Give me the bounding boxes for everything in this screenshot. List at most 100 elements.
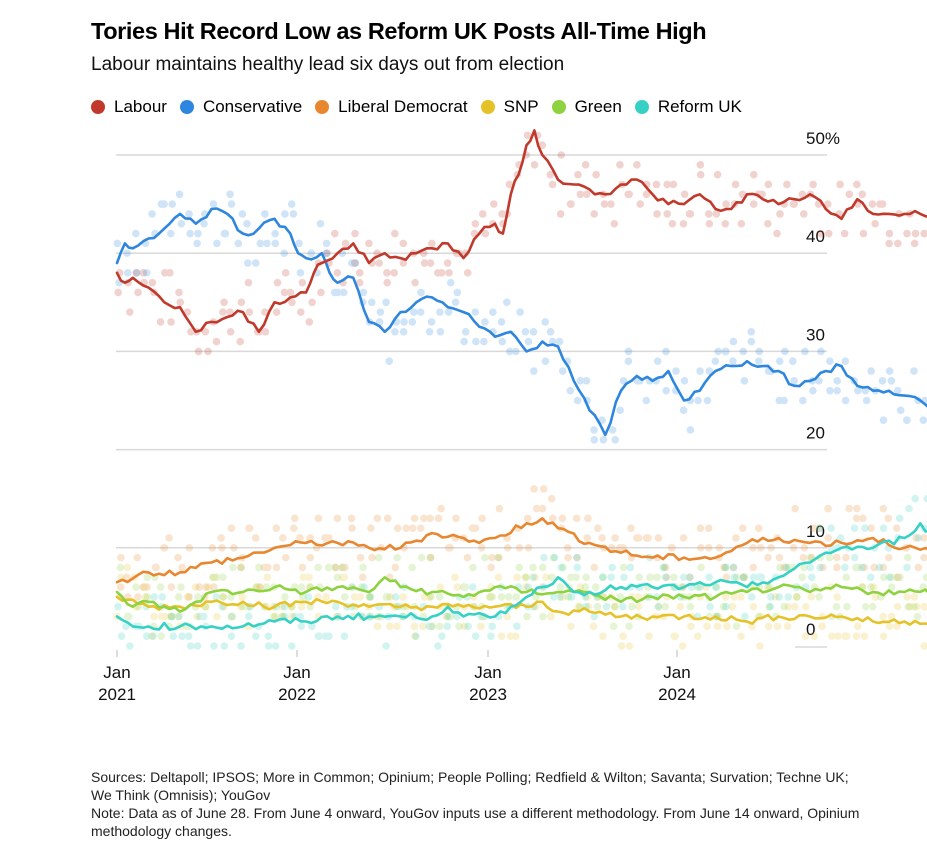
poll-dot bbox=[477, 544, 486, 552]
poll-dot bbox=[841, 396, 850, 405]
poll-dot bbox=[721, 593, 730, 601]
poll-dot bbox=[852, 563, 860, 572]
poll-dot bbox=[903, 593, 912, 601]
poll-dot bbox=[748, 622, 756, 631]
poll-dot bbox=[185, 593, 193, 601]
poll-dot bbox=[296, 269, 305, 277]
poll-dot bbox=[867, 583, 875, 591]
poll-dot bbox=[711, 583, 720, 591]
legend-label: SNP bbox=[503, 97, 539, 116]
poll-dot bbox=[592, 170, 600, 179]
poll-dot bbox=[731, 180, 740, 189]
poll-dot bbox=[461, 327, 470, 336]
poll-dot bbox=[755, 573, 764, 582]
poll-dot bbox=[260, 563, 269, 572]
poll-dot bbox=[547, 494, 556, 503]
poll-dot bbox=[790, 200, 798, 208]
poll-dot bbox=[281, 593, 289, 601]
poll-dot bbox=[903, 416, 911, 424]
poll-dot bbox=[376, 308, 385, 316]
poll-dot bbox=[226, 190, 234, 199]
poll-dot bbox=[593, 602, 602, 611]
poll-dot bbox=[495, 553, 503, 562]
poll-dot bbox=[763, 583, 772, 591]
poll-dot bbox=[661, 573, 670, 582]
poll-dot bbox=[832, 602, 841, 611]
poll-dot bbox=[722, 573, 731, 582]
poll-dot bbox=[737, 632, 745, 640]
poll-dot bbox=[279, 534, 287, 542]
poll-dot bbox=[576, 190, 585, 199]
poll-dot bbox=[264, 642, 273, 650]
poll-dot bbox=[737, 219, 746, 228]
legend-label: Green bbox=[574, 97, 622, 116]
poll-dot bbox=[443, 622, 451, 631]
y-tick-label: 20 bbox=[806, 424, 825, 443]
poll-dot bbox=[489, 308, 497, 316]
poll-dot bbox=[549, 553, 558, 562]
poll-dot bbox=[801, 632, 810, 640]
poll-dot bbox=[906, 602, 914, 611]
poll-dot bbox=[175, 288, 183, 297]
poll-dot bbox=[876, 200, 884, 208]
poll-dot bbox=[256, 239, 265, 248]
poll-dot bbox=[590, 435, 599, 444]
poll-dot bbox=[715, 544, 724, 552]
poll-dot bbox=[287, 200, 296, 208]
poll-dot bbox=[390, 269, 399, 277]
poll-dot bbox=[564, 593, 573, 601]
poll-dot bbox=[252, 632, 260, 640]
poll-dot bbox=[697, 544, 705, 552]
poll-dot bbox=[392, 593, 400, 601]
poll-dot bbox=[338, 563, 347, 572]
poll-dot bbox=[572, 573, 580, 582]
poll-dot bbox=[642, 396, 651, 405]
poll-dot bbox=[243, 219, 251, 228]
poll-dot bbox=[178, 632, 186, 640]
poll-dot bbox=[374, 553, 383, 562]
poll-dots-conservative bbox=[113, 190, 927, 444]
poll-dot bbox=[816, 563, 824, 572]
poll-dot bbox=[323, 249, 331, 257]
poll-dot bbox=[755, 357, 763, 366]
poll-dot bbox=[427, 318, 436, 326]
x-tick-label-year: 2021 bbox=[98, 685, 136, 704]
poll-dot bbox=[911, 229, 920, 238]
poll-dot bbox=[618, 602, 627, 611]
poll-dot bbox=[306, 553, 315, 562]
poll-dot bbox=[218, 593, 227, 601]
poll-dots bbox=[113, 131, 927, 650]
poll-dot bbox=[331, 602, 340, 611]
poll-dot bbox=[892, 524, 901, 532]
poll-dot bbox=[859, 229, 868, 238]
poll-dot bbox=[142, 269, 151, 277]
poll-dot bbox=[680, 190, 689, 199]
poll-dot bbox=[611, 602, 619, 611]
poll-dot bbox=[399, 239, 408, 248]
poll-dot bbox=[793, 593, 801, 601]
poll-dot bbox=[756, 642, 764, 650]
poll-dot bbox=[143, 593, 152, 601]
poll-dot bbox=[712, 583, 721, 591]
poll-dot bbox=[427, 593, 435, 601]
poll-dot bbox=[506, 632, 515, 640]
poll-dot bbox=[522, 583, 530, 591]
poll-dot bbox=[359, 563, 367, 572]
poll-dot bbox=[195, 612, 204, 621]
poll-dot bbox=[139, 269, 148, 277]
chart-subtitle: Labour maintains healthy lead six days o… bbox=[91, 54, 565, 75]
poll-dot bbox=[766, 602, 775, 611]
poll-dot bbox=[739, 573, 748, 582]
poll-dot bbox=[218, 544, 226, 552]
poll-dot bbox=[775, 396, 784, 405]
poll-dot bbox=[833, 553, 841, 562]
poll-dot bbox=[393, 524, 402, 532]
poll-dot bbox=[494, 573, 503, 582]
poll-dot bbox=[434, 642, 442, 650]
poll-dot bbox=[680, 377, 689, 385]
poll-dot bbox=[826, 386, 834, 395]
poll-dot bbox=[305, 318, 314, 326]
poll-dot bbox=[280, 249, 289, 257]
poll-dot bbox=[549, 593, 558, 601]
poll-dot bbox=[511, 632, 520, 640]
